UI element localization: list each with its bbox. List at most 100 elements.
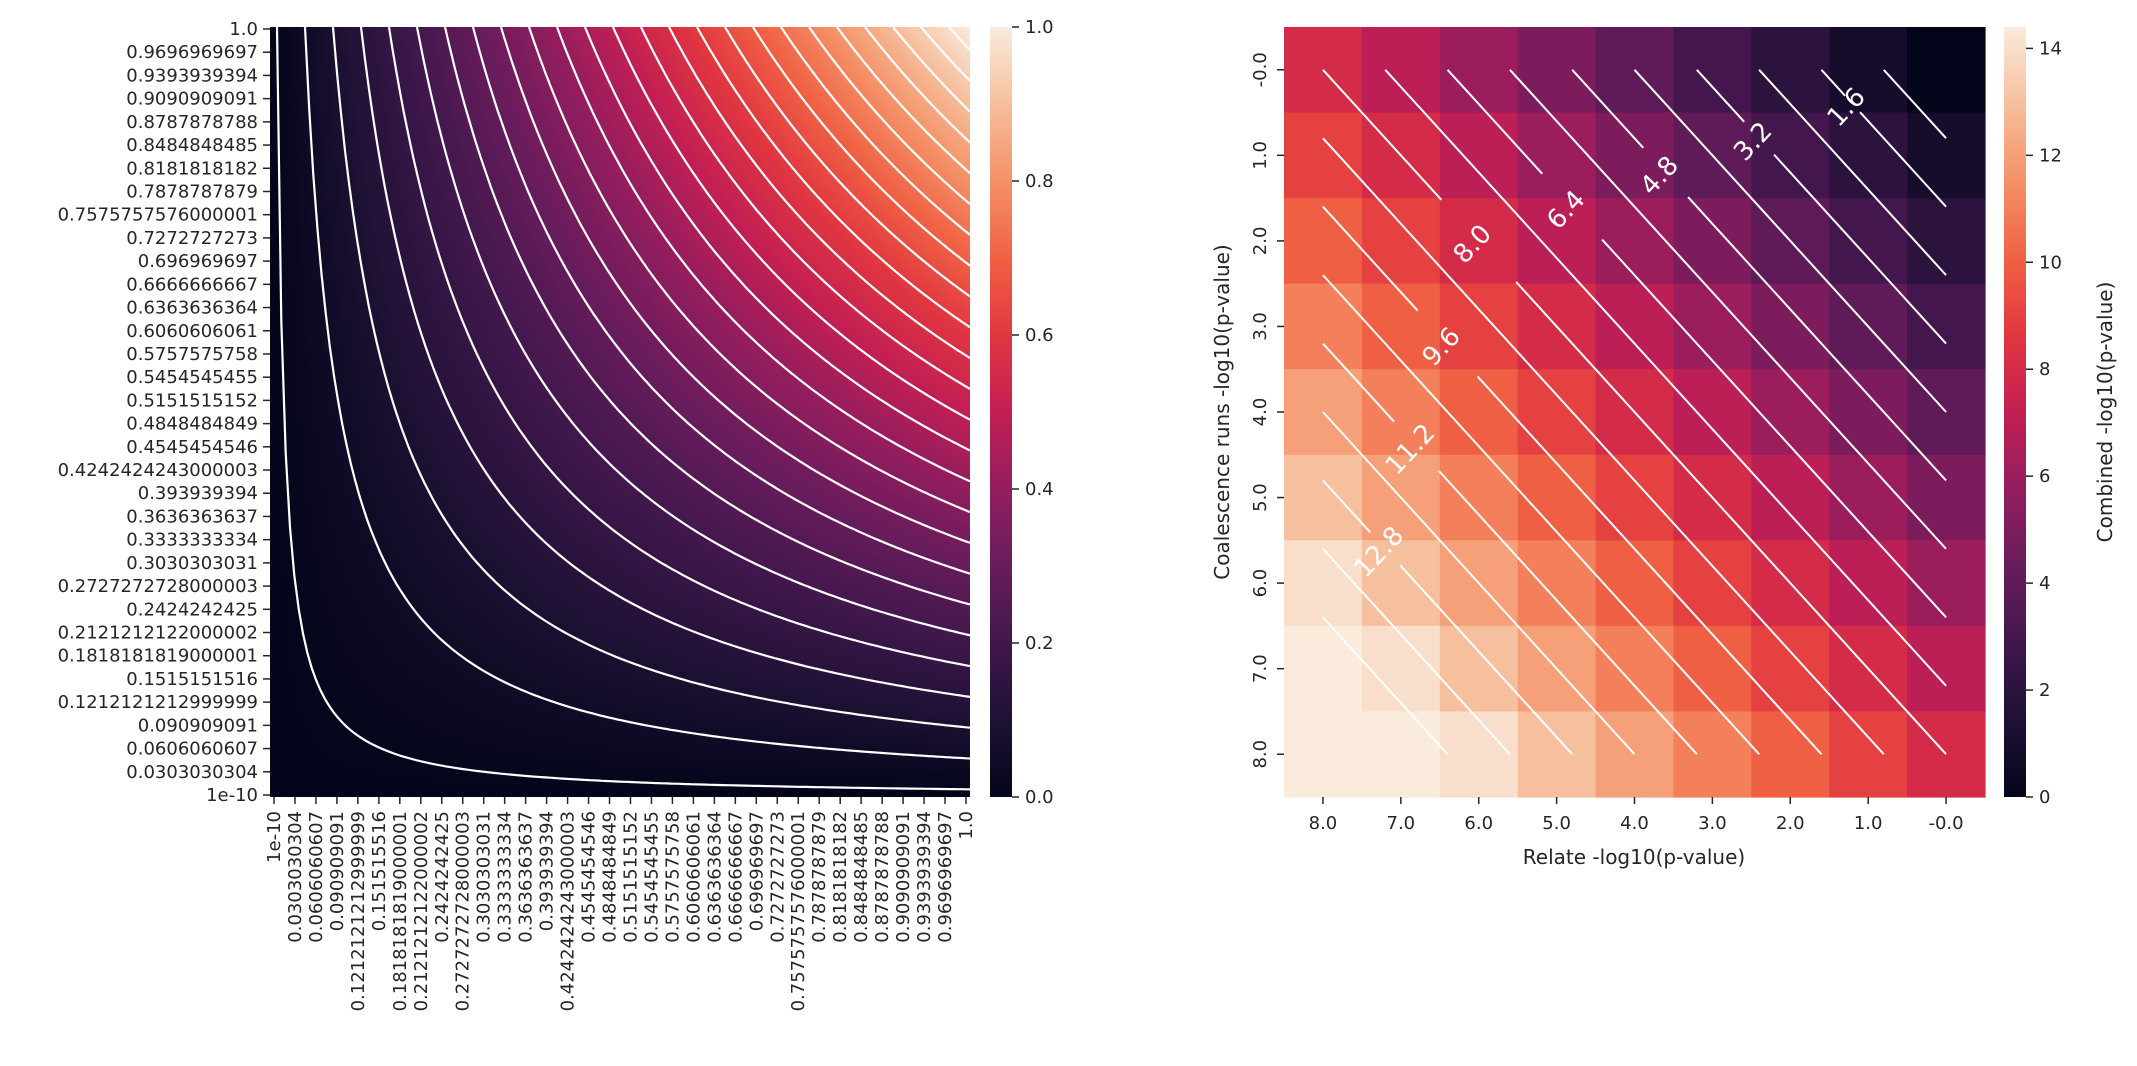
left-x-tick-label: 0.151515516 [369,811,390,931]
heatmap-cell [1751,454,1830,541]
left-x-tick-label: 0.5757575758 [662,811,683,943]
heatmap-cell [1673,711,1752,798]
left-x-tick-label: 0.8484848485 [851,811,872,943]
heatmap-cell [1907,27,1986,114]
heatmap-cell [1595,454,1675,541]
left-contour-line [499,27,970,544]
colorbar-tick-label: 6 [2039,466,2050,487]
left-x-tick-label: 0.6363636364 [704,811,725,943]
heatmap-cell [1829,540,1908,627]
left-y-tick-label: 0.4242424243000003 [58,460,258,481]
left-contour-line [948,27,970,51]
colorbar-tick-label: 10 [2039,252,2062,273]
left-y-tick-label: 0.090909091 [138,715,258,736]
colorbar-tick-label: 0.2 [1025,633,1054,654]
left-x-tick-label: 0.9090909091 [893,811,914,943]
left-contour-lines [275,27,970,791]
right-contour-line [1322,342,1395,423]
right-x-tick-label: 8.0 [1309,813,1338,834]
right-heatmap-cells [1284,27,1986,798]
right-contour-line [1322,205,1419,312]
heatmap-cell [1829,27,1908,114]
left-x-tick-label: 0.9393939394 [914,811,935,943]
left-x-tick-label: 0.3333333334 [495,811,516,943]
heatmap-cell [1361,198,1441,285]
left-contour-line [808,27,970,205]
heatmap-cell [1673,369,1752,456]
heatmap-cell [1439,625,1519,713]
left-x-tick-label: 0.8181818182 [830,811,851,943]
right-y-tick-label: -0.0 [1250,52,1271,87]
heatmap-cell [1829,112,1908,199]
left-y-tick-label: 0.6666666667 [126,274,258,295]
left-x-tick-label: 1.0 [956,811,977,840]
right-colorbar-ticks: 0 2 4 6 8 10 12 14 [2026,38,2062,808]
heatmap-cell [1439,454,1519,541]
heatmap-cell [1284,112,1363,199]
left-contour-line [696,27,970,329]
right-x-tick-label: 4.0 [1620,813,1649,834]
left-contour-line [443,27,970,606]
left-y-tick-label: 0.7575757576000001 [58,205,258,226]
right-y-tick-label: 5.0 [1250,483,1271,512]
heatmap-cell [1284,454,1363,541]
left-x-tick-label: 0.5151515152 [620,811,641,943]
heatmap-cell [1439,112,1519,199]
right-contour-line [1687,196,1947,482]
left-y-tick-label: 1e-10 [206,785,258,806]
left-contour-line [359,27,970,698]
right-colorbar [2004,27,2026,797]
heatmap-cell [1517,112,1597,199]
right-x-tick-label: 6.0 [1464,813,1493,834]
heatmap-cell [1439,27,1519,114]
left-y-tick-label: 0.1818181819000001 [58,646,258,667]
heatmap-cell [1517,454,1597,541]
left-contour-line [668,27,970,360]
heatmap-cell [1751,112,1830,199]
heatmap-cell [1595,283,1675,370]
heatmap-cell [1439,198,1519,285]
right-colorbar-label: Combined -log10(p-value) [2093,282,2117,543]
left-contour-line [527,27,970,514]
heatmap-cell [1673,283,1752,370]
left-contour-line [303,27,970,760]
heatmap-cell [1361,711,1441,798]
left-x-tick-label: 0.7272727273 [767,811,788,943]
right-contour-line [1322,479,1372,534]
heatmap-cell [1673,198,1752,285]
left-y-tick-label: 0.3333333334 [126,530,258,551]
heatmap-cell [1907,112,1986,199]
right-x-tick-label: 3.0 [1698,813,1727,834]
left-x-tick-label: 0.4242424243000003 [558,811,579,1011]
left-y-tick-label: 0.8181818182 [126,158,258,179]
colorbar-tick-label: 4 [2039,573,2050,594]
right-x-tick-label: -0.0 [1928,813,1963,834]
right-contour-line [1758,69,1947,276]
heatmap-cell [1517,369,1597,456]
heatmap-cell [1751,369,1830,456]
heatmap-cell [1284,540,1363,627]
colorbar-tick-label: 14 [2039,38,2062,59]
left-x-tick-label: 1e-10 [264,811,285,863]
left-x-tick-label: 0.3030303031 [474,811,495,943]
right-contour-line [1384,69,1947,687]
heatmap-cell [1284,711,1363,798]
right-y-tick-label: 6.0 [1250,569,1271,598]
right-contour-line [1322,274,1760,755]
left-x-tick-label: 0.9696969697 [935,811,956,943]
heatmap-cell [1829,369,1908,456]
right-heatmap-chart: 1.63.24.86.48.09.611.212.8 8.0 7.0 6.0 5.0 4… [1210,27,2117,869]
left-y-tick-label: 0.8787878788 [126,112,258,133]
right-contour-lines [1322,69,1947,755]
heatmap-cell [1284,625,1363,713]
left-y-tick-label: 0.9090909091 [126,89,258,110]
left-y-tick-label: 0.393939394 [138,483,258,504]
right-contour-line [1633,69,1947,413]
heatmap-cell [1829,454,1908,541]
left-y-tick-label: 0.6363636364 [126,298,258,319]
heatmap-cell [1284,198,1363,285]
left-x-tick-label: 0.0606060607 [306,811,327,943]
right-contour-line [1509,69,1947,550]
heatmap-cell [1673,27,1752,114]
left-contour-line [892,27,970,113]
